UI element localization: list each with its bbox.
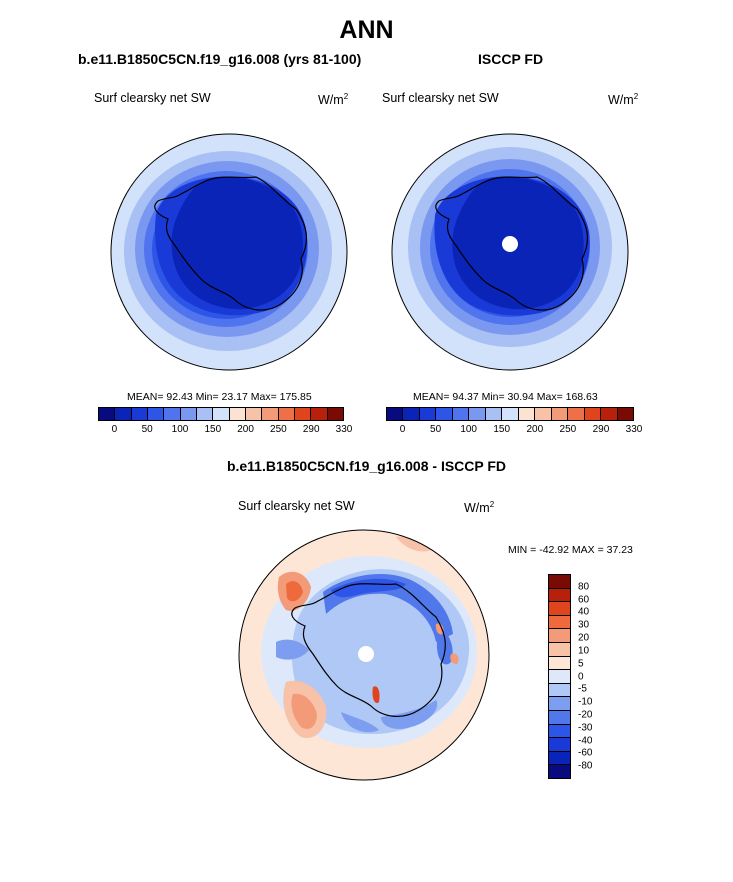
obs-polar-map [391, 133, 629, 371]
diff-colorbar [548, 574, 571, 779]
colorbar-tick-label: 30 [578, 619, 590, 631]
colorbar-tick-label: 200 [237, 424, 254, 435]
colorbar-tick-label: -60 [578, 747, 593, 759]
colorbar-cell [468, 408, 485, 420]
colorbar-cell [549, 750, 570, 765]
colorbar-cell [99, 408, 115, 420]
colorbar-cell [549, 628, 570, 642]
colorbar-cell [600, 408, 617, 420]
diff-variable-label: Surf clearsky net SW [238, 499, 355, 513]
colorbar-cell [277, 408, 294, 420]
colorbar-cell [451, 408, 469, 420]
colorbar-cell [534, 408, 551, 420]
colorbar-tick-label: 250 [270, 424, 287, 435]
colorbar-tick-label: 330 [625, 424, 643, 435]
colorbar-tick-label: -10 [578, 696, 593, 708]
obs-variable-label: Surf clearsky net SW [382, 91, 499, 105]
colorbar-cell [418, 408, 436, 420]
colorbar-tick-label: -40 [578, 735, 593, 747]
colorbar-cell [501, 408, 518, 420]
colorbar-tick-label: 50 [430, 424, 442, 435]
model-stats: MEAN= 92.43 Min= 23.17 Max= 175.85 [127, 391, 312, 403]
colorbar-cell [293, 408, 311, 420]
colorbar-cell [549, 587, 570, 602]
colorbar-tick-label: 100 [460, 424, 477, 435]
model-variable-label: Surf clearsky net SW [94, 91, 211, 105]
colorbar-tick-label: 0 [399, 424, 406, 435]
colorbar-tick-label: 0 [578, 671, 584, 682]
colorbar-tick-label: -80 [578, 760, 593, 772]
colorbar-cell [549, 655, 570, 670]
colorbar-cell [484, 408, 502, 420]
obs-colorbar [386, 407, 634, 421]
colorbar-tick-label: -5 [578, 683, 587, 695]
colorbar-cell [549, 723, 570, 738]
colorbar-tick-label: 330 [335, 424, 353, 435]
colorbar-cell [195, 408, 213, 420]
model-colorbar [98, 407, 344, 421]
colorbar-cell [549, 682, 570, 697]
colorbar-cell [549, 669, 570, 683]
colorbar-cell [310, 408, 327, 420]
colorbar-tick-label: 200 [526, 424, 544, 435]
colorbar-cell [549, 696, 570, 710]
colorbar-tick-label: 5 [578, 658, 584, 670]
obs-stats: MEAN= 94.37 Min= 30.94 Max= 168.63 [413, 391, 598, 403]
diff-units-label: W/m2 [464, 500, 495, 516]
colorbar-tick-label: 50 [141, 424, 153, 435]
model-units-label: W/m2 [318, 92, 349, 108]
colorbar-cell [244, 408, 262, 420]
colorbar-tick-label: 0 [111, 424, 118, 435]
colorbar-tick-label: 290 [302, 424, 320, 435]
colorbar-cell [261, 408, 278, 420]
colorbar-cell [387, 408, 403, 420]
colorbar-tick-label: 100 [171, 424, 189, 435]
colorbar-tick-label: -30 [578, 722, 593, 734]
colorbar-tick-label: 250 [559, 424, 577, 435]
diff-polar-map [238, 529, 490, 781]
colorbar-cell [550, 408, 568, 420]
colorbar-cell [549, 737, 570, 751]
colorbar-cell [517, 408, 535, 420]
colorbar-tick-label: 150 [204, 424, 222, 435]
colorbar-cell [567, 408, 584, 420]
colorbar-tick-label: -20 [578, 709, 593, 721]
colorbar-tick-label: 290 [592, 424, 610, 435]
colorbar-tick-label: 80 [578, 581, 590, 593]
figure-title: ANN [339, 16, 394, 44]
colorbar-cell [146, 408, 164, 420]
colorbar-cell [549, 764, 570, 778]
colorbar-cell [549, 601, 570, 615]
colorbar-tick-label: 20 [578, 632, 590, 644]
colorbar-cell [435, 408, 452, 420]
colorbar-cell [549, 614, 570, 629]
colorbar-cell [402, 408, 419, 420]
colorbar-tick-label: 60 [578, 594, 590, 606]
colorbar-cell [130, 408, 147, 420]
obs-units-label: W/m2 [608, 92, 639, 108]
colorbar-cell [549, 709, 570, 724]
colorbar-cell [163, 408, 180, 420]
colorbar-cell [114, 408, 131, 420]
colorbar-tick-label: 10 [578, 645, 590, 657]
diff-stats: MIN = -42.92 MAX = 37.23 [508, 544, 633, 556]
colorbar-cell [549, 575, 570, 588]
colorbar-tick-label: 40 [578, 606, 590, 618]
colorbar-cell [616, 408, 634, 420]
colorbar-cell [583, 408, 601, 420]
colorbar-cell [549, 641, 570, 656]
model-panel-title: b.e11.B1850C5CN.f19_g16.008 (yrs 81-100) [78, 51, 362, 67]
diff-panel-title: b.e11.B1850C5CN.f19_g16.008 - ISCCP FD [226, 458, 507, 474]
obs-panel-title: ISCCP FD [478, 51, 544, 67]
colorbar-cell [212, 408, 229, 420]
colorbar-cell [179, 408, 196, 420]
model-polar-map [110, 133, 348, 371]
colorbar-cell [228, 408, 245, 420]
colorbar-cell [326, 408, 343, 420]
colorbar-tick-label: 150 [493, 424, 511, 435]
